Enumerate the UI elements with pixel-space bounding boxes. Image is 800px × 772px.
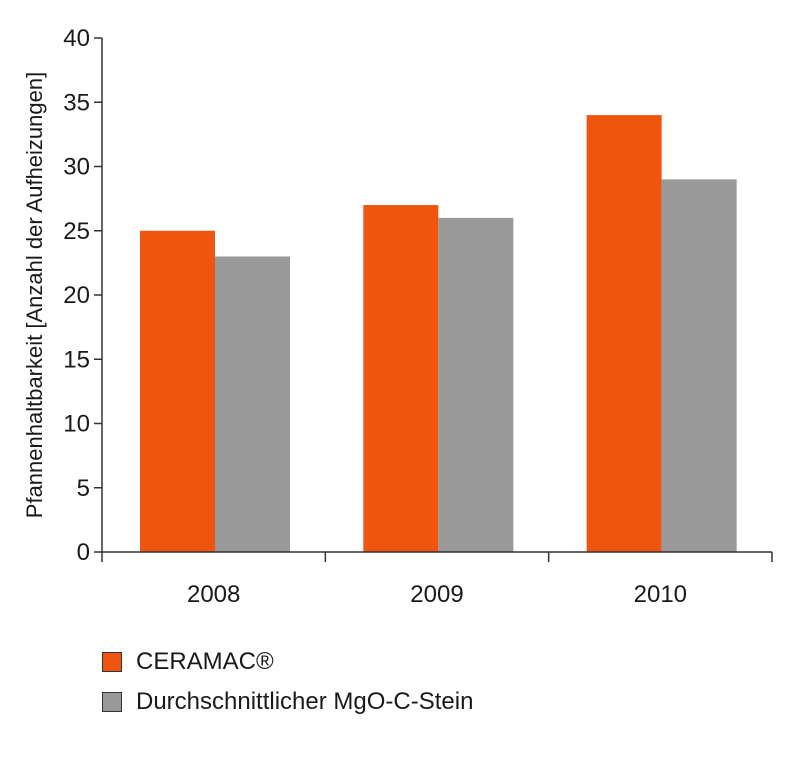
bar-mgo-c-2008 <box>215 256 290 552</box>
y-tick-label: 30 <box>63 154 90 181</box>
bars <box>140 115 737 553</box>
axes <box>101 38 772 553</box>
bar-ceramac-2009 <box>363 205 439 553</box>
y-tick-label: 35 <box>63 89 90 116</box>
y-tick-label: 0 <box>77 539 90 566</box>
bar-chart: Pfannenhaltbarkeit [Anzahl der Aufheizun… <box>22 25 773 608</box>
legend-item-mgo-c: Durchschnittlicher MgO-C-Stein <box>102 684 473 720</box>
legend: CERAMAC® Durchschnittlicher MgO-C-Stein <box>102 644 473 724</box>
y-tick-label: 40 <box>63 25 90 52</box>
x-axis: 2008 2009 2010 <box>101 552 773 608</box>
y-tick-label: 5 <box>77 475 90 502</box>
legend-label-mgo-c: Durchschnittlicher MgO-C-Stein <box>136 688 474 715</box>
y-tick-label: 25 <box>63 218 90 245</box>
y-tick-label: 10 <box>63 411 90 438</box>
legend-swatch-mgo-c <box>102 692 122 712</box>
bar-mgo-c-2009 <box>438 217 514 552</box>
y-axis-title: Pfannenhaltbarkeit [Anzahl der Aufheizun… <box>22 72 47 518</box>
bar-mgo-c-2010 <box>661 179 737 552</box>
bar-ceramac-2008 <box>140 230 215 552</box>
y-tick-label: 20 <box>63 282 90 309</box>
x-tick-label: 2008 <box>187 581 240 608</box>
legend-item-ceramac: CERAMAC® <box>102 644 473 680</box>
legend-label-ceramac: CERAMAC® <box>136 648 274 675</box>
x-tick-label: 2009 <box>410 581 463 608</box>
bar-ceramac-2010 <box>586 115 662 552</box>
y-axis: 0 5 10 15 20 25 30 35 40 <box>63 25 102 566</box>
y-tick-label: 15 <box>63 346 90 373</box>
legend-swatch-ceramac <box>102 652 122 672</box>
x-tick-label: 2010 <box>634 581 687 608</box>
